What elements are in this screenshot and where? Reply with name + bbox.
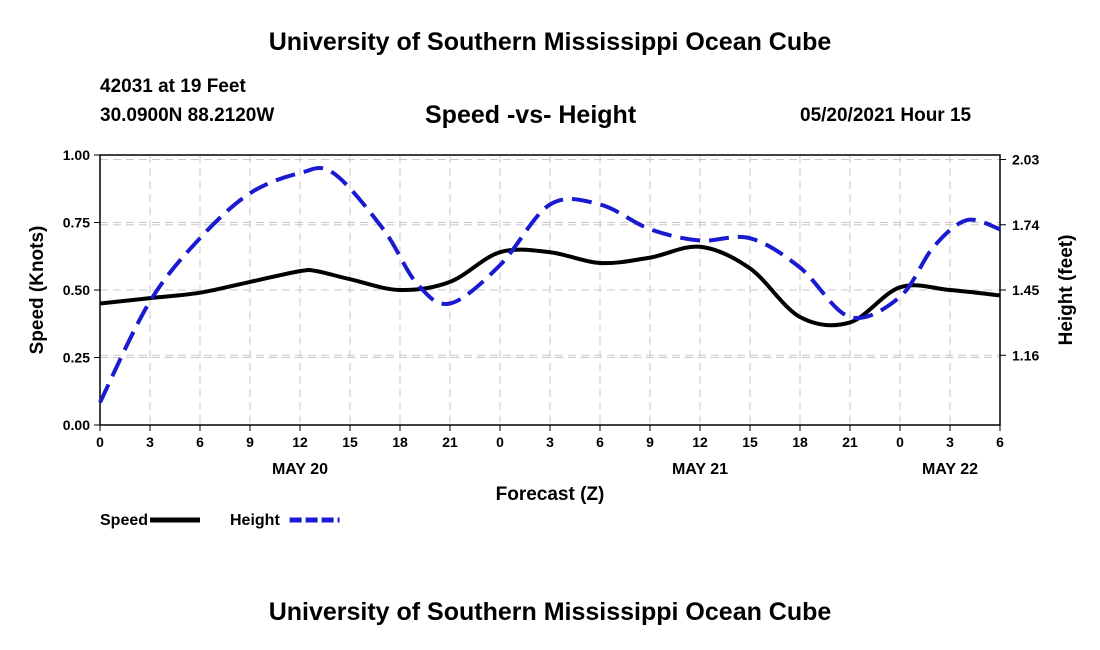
y-left-tick-label: 0.75 [63,215,90,231]
page-title-bottom: University of Southern Mississippi Ocean… [268,598,832,626]
x-tick-label: 12 [692,434,708,450]
x-tick-label: 15 [342,434,358,450]
series-line-speed [99,244,1001,328]
x-tick-label: 9 [646,434,654,450]
x-date-label: MAY 22 [922,461,978,478]
page-title-top: University of Southern Mississippi Ocean… [268,28,832,56]
x-date-label: MAY 20 [272,461,328,478]
x-tick-label: 0 [96,434,104,450]
x-tick-label: 18 [392,434,408,450]
y-axis-right-title: Height (feet) [1056,235,1077,346]
y-axis-left-title: Speed (Knots) [27,226,48,355]
station-location-label: 30.0900N 88.2120W [100,105,275,126]
x-tick-label: 3 [546,434,554,450]
x-tick-label: 12 [292,434,308,450]
y-left-tick-label: 1.00 [63,147,90,163]
chart-date-label: 05/20/2021 Hour 15 [800,105,972,126]
x-tick-label: 21 [442,434,458,450]
x-tick-label: 9 [246,434,254,450]
y-right-tick-label: 1.16 [1012,347,1039,363]
y-left-tick-label: 0.00 [63,417,90,433]
y-left-tick-label: 0.25 [63,350,90,366]
legend-label-height: Height [230,512,280,529]
chart-legend: Speed Height [100,512,340,529]
x-tick-label: 15 [742,434,758,450]
series-layer [98,165,1001,404]
x-tick-label: 6 [996,434,1004,450]
chart-grid [100,155,1000,425]
x-tick-label: 6 [196,434,204,450]
x-axis: 0 3 6 9 12 15 18 21 0 3 6 9 12 15 18 21 0 3 6 MAY 20 MAY 21 M… [96,425,1004,478]
x-axis-title: Forecast (Z) [496,484,605,505]
x-tick-label: 21 [842,434,858,450]
x-tick-label: 0 [896,434,904,450]
y-right-tick-label: 2.03 [1012,152,1039,168]
y-left-tick-label: 0.50 [63,282,90,298]
x-date-label: MAY 21 [672,461,728,478]
x-tick-label: 0 [496,434,504,450]
right-axis: 1.16 1.45 1.74 2.03 [1000,152,1039,363]
y-right-tick-label: 1.45 [1012,282,1039,298]
x-tick-label: 3 [946,434,954,450]
left-axis: 0.00 0.25 0.50 0.75 1.00 [63,147,100,433]
x-tick-label: 18 [792,434,808,450]
station-id-label: 42031 at 19 Feet [100,76,246,97]
legend-label-speed: Speed [100,512,148,529]
chart-title: Speed -vs- Height [425,101,637,129]
series-line-height [98,165,1001,404]
x-tick-label: 6 [596,434,604,450]
y-right-tick-label: 1.74 [1012,217,1039,233]
x-tick-label: 3 [146,434,154,450]
